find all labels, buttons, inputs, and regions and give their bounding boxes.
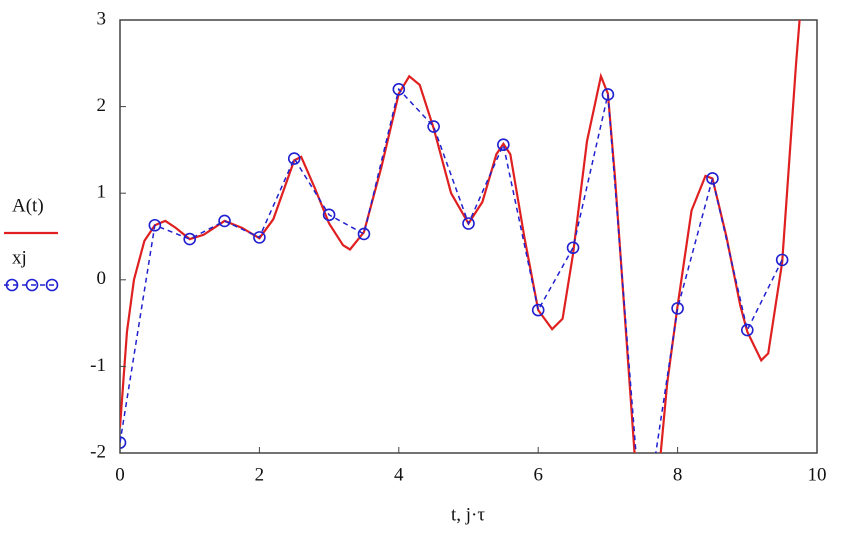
data-point bbox=[357, 227, 371, 241]
data-point bbox=[671, 302, 684, 315]
data-point bbox=[183, 232, 196, 246]
series-line bbox=[120, 87, 783, 453]
series-line bbox=[120, 20, 801, 453]
data-point bbox=[120, 436, 127, 449]
legend-marker bbox=[45, 278, 59, 292]
data-point bbox=[322, 208, 336, 222]
data-point bbox=[497, 138, 510, 152]
data-point bbox=[706, 172, 719, 185]
plot-area bbox=[120, 20, 801, 545]
y-tick-label: 3 bbox=[97, 8, 107, 29]
data-point bbox=[637, 534, 648, 545]
x-tick-label: 4 bbox=[394, 464, 404, 485]
data-point bbox=[531, 303, 545, 317]
data-point bbox=[253, 231, 266, 244]
data-point bbox=[462, 217, 475, 230]
data-point bbox=[392, 82, 406, 96]
legend-label: A(t) bbox=[12, 195, 44, 216]
plot-frame bbox=[119, 19, 818, 454]
data-point bbox=[566, 241, 580, 255]
y-tick-label: 1 bbox=[97, 182, 107, 203]
legend-marker bbox=[5, 278, 19, 292]
y-tick-label: -1 bbox=[90, 355, 106, 376]
x-axis-label: t, j·τ bbox=[451, 504, 485, 525]
data-point bbox=[148, 218, 162, 232]
data-point bbox=[740, 323, 754, 337]
y-tick-label: 0 bbox=[97, 268, 107, 289]
x-tick-label: 10 bbox=[808, 464, 827, 485]
y-tick-label: 2 bbox=[97, 95, 107, 116]
legend-label: xj bbox=[12, 247, 27, 268]
data-point bbox=[775, 253, 789, 267]
data-point bbox=[601, 88, 615, 101]
y-tick-label: -2 bbox=[90, 441, 106, 462]
x-tick-label: 0 bbox=[115, 464, 125, 485]
x-tick-label: 8 bbox=[673, 464, 683, 485]
x-tick-label: 6 bbox=[533, 464, 543, 485]
data-point bbox=[218, 214, 231, 228]
legend-marker bbox=[25, 278, 39, 292]
data-point bbox=[287, 152, 301, 165]
data-point bbox=[427, 120, 440, 133]
x-tick-label: 2 bbox=[255, 464, 265, 485]
